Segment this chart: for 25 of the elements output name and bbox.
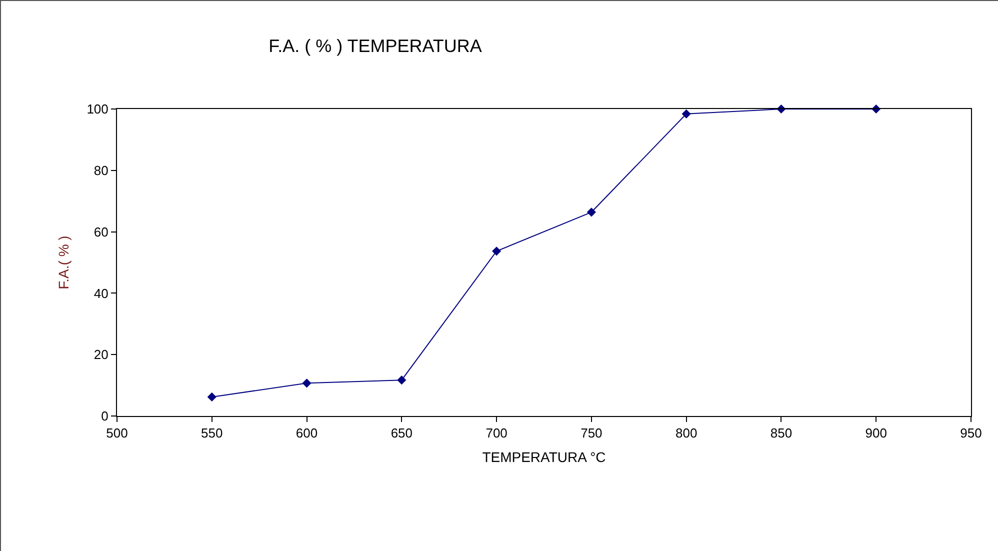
y-tick-label: 20 — [94, 347, 108, 362]
x-tick-label: 550 — [201, 426, 223, 441]
point — [397, 376, 406, 385]
point — [302, 378, 312, 388]
y-tick-label: 80 — [94, 162, 108, 178]
x-tick-label: 500 — [106, 426, 128, 441]
x-tick-label: 600 — [296, 426, 318, 441]
x-tick-label: 750 — [580, 426, 602, 441]
x-tick-label: 700 — [486, 426, 508, 441]
point — [586, 208, 596, 217]
y-tick-label: 0 — [101, 408, 108, 424]
point — [492, 246, 502, 256]
x-tick-label: 900 — [865, 426, 887, 441]
y-tick-label: 40 — [94, 286, 108, 301]
y-tick-label: 60 — [94, 224, 108, 240]
y-axis-title: F.A.( % ) — [55, 236, 72, 290]
chart-title: F.A. ( % ) TEMPERATURA — [268, 36, 482, 56]
x-tick-label: 950 — [960, 426, 982, 441]
x-tick-label: 650 — [390, 426, 413, 441]
x-axis-title: TEMPERATURA °C — [482, 448, 606, 465]
x-tick-label: 800 — [675, 426, 698, 441]
point — [682, 109, 691, 118]
point — [207, 392, 216, 402]
x-tick-label: 850 — [770, 426, 792, 441]
y-tick-label: 100 — [86, 102, 108, 117]
